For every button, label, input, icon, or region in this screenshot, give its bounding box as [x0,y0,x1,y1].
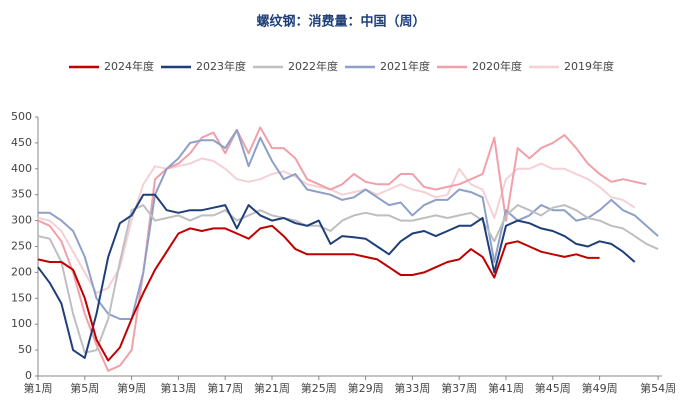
legend-label: 2022年度 [288,59,338,73]
series-line [37,157,636,295]
series-line [37,126,647,372]
y-tick-label: 150 [11,291,32,304]
y-tick-label: 500 [11,110,32,123]
x-tick-label: 第13周 [160,381,196,395]
y-tick-label: 0 [25,369,32,382]
legend-label: 2023年度 [196,59,246,73]
y-tick-label: 50 [18,343,32,356]
x-tick-label: 第45周 [535,381,571,395]
legend-label: 2024年度 [104,59,154,73]
series-line [37,204,659,354]
y-tick-label: 400 [11,162,32,175]
x-tick-label: 第17周 [207,381,243,395]
legend-label: 2021年度 [380,59,430,73]
series-line [37,193,636,359]
series-line [37,224,600,362]
x-tick-label: 第21周 [254,381,290,395]
y-tick-label: 350 [11,188,32,201]
legend-label: 2019年度 [564,59,614,73]
x-tick-label: 第9周 [117,381,146,395]
x-tick-label: 第49周 [582,381,618,395]
y-tick-label: 450 [11,136,32,149]
y-tick-label: 100 [11,317,32,330]
x-tick-label: 第37周 [441,381,477,395]
x-tick-label: 第29周 [348,381,384,395]
chart-title: 螺纹钢：消费量：中国（周） [256,14,425,30]
x-tick-label: 第1周 [24,381,53,395]
legend-label: 2020年度 [472,59,522,73]
x-tick-label: 第54周 [640,381,676,395]
y-tick-label: 200 [11,265,32,278]
series-line [38,129,659,320]
x-tick-label: 第41周 [488,381,524,395]
y-tick-label: 300 [11,214,32,227]
x-tick-label: 第33周 [394,381,430,395]
y-tick-label: 250 [11,240,32,253]
x-tick-label: 第25周 [301,381,337,395]
x-tick-label: 第5周 [70,381,99,395]
